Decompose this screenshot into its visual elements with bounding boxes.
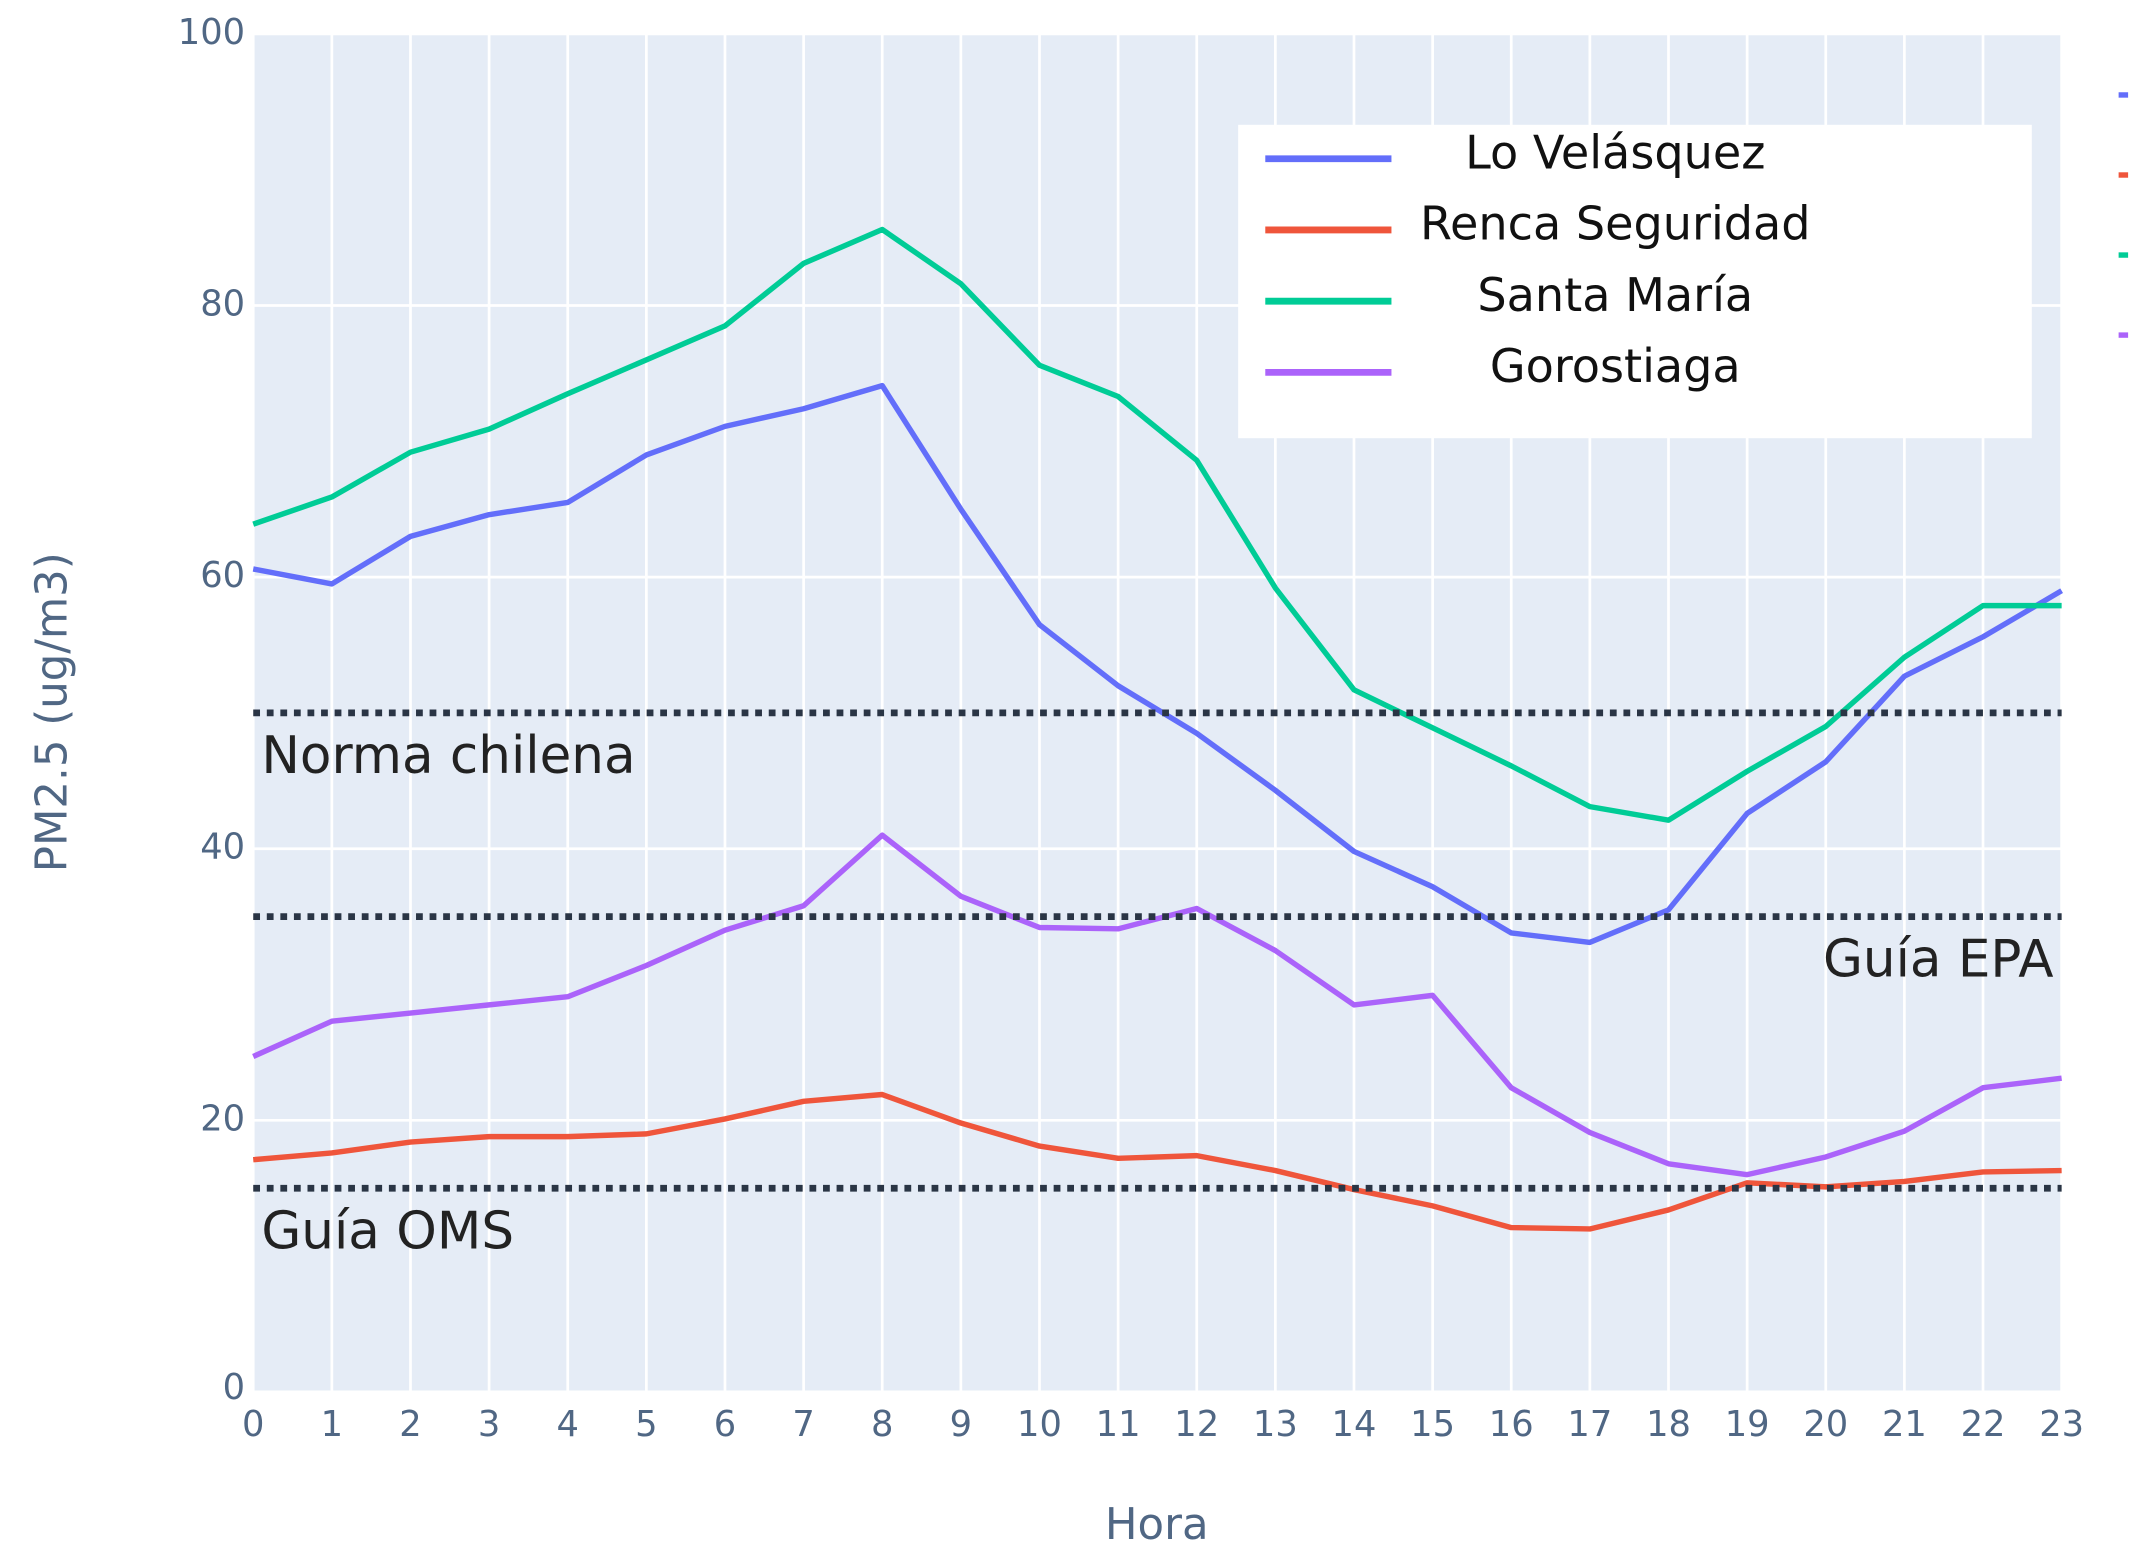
- x-tick-label: 1: [321, 1404, 343, 1445]
- reference-label: Guía EPA: [1823, 930, 2054, 990]
- series-line: [252, 832, 2062, 1178]
- x-tick-label: 7: [792, 1404, 814, 1445]
- reference-label: Guía OMS: [261, 1201, 514, 1261]
- series-line: [252, 1091, 2062, 1232]
- x-tick-label: 5: [635, 1404, 657, 1445]
- legend-label: Renca Seguridad: [1420, 197, 1811, 251]
- x-tick-label: 16: [1489, 1404, 1534, 1445]
- x-tick-label: 18: [1646, 1404, 1691, 1445]
- x-axis-title: Hora: [1105, 1500, 1209, 1550]
- legend-label: Santa María: [1477, 268, 1753, 322]
- x-tick-label: 19: [1725, 1404, 1770, 1445]
- y-axis-title: PM2.5 (ug/m3): [28, 552, 78, 872]
- legend-box: [1238, 124, 2032, 439]
- series-line: [252, 226, 2062, 823]
- x-tick-label: 8: [871, 1404, 893, 1445]
- y-tick-label: 40: [200, 827, 245, 868]
- y-tick-label: 60: [200, 555, 245, 596]
- y-tick-label: 80: [200, 284, 245, 325]
- x-tick-label: 15: [1410, 1404, 1455, 1445]
- reference-label: Norma chilena: [261, 726, 635, 786]
- x-tick-label: 3: [478, 1404, 500, 1445]
- x-tick-label: 23: [2039, 1404, 2084, 1445]
- legend-label: Gorostiaga: [1490, 339, 1741, 393]
- x-tick-label: 17: [1567, 1404, 1612, 1445]
- x-tick-label: 10: [1017, 1404, 1062, 1445]
- x-tick-label: 13: [1253, 1404, 1298, 1445]
- series-line: [252, 382, 2064, 946]
- y-tick-label: 0: [223, 1367, 245, 1408]
- legend-label: Lo Velásquez: [1465, 126, 1765, 180]
- x-tick-label: 2: [399, 1404, 421, 1445]
- x-tick-label: 12: [1174, 1404, 1219, 1445]
- x-tick-label: 0: [242, 1404, 264, 1445]
- y-tick-label: 20: [200, 1098, 245, 1139]
- x-tick-label: 14: [1332, 1404, 1377, 1445]
- x-tick-label: 6: [714, 1404, 736, 1445]
- x-tick-label: 4: [557, 1404, 579, 1445]
- x-tick-label: 11: [1096, 1404, 1141, 1445]
- x-tick-label: 20: [1803, 1404, 1848, 1445]
- x-tick-label: 22: [1961, 1404, 2006, 1445]
- x-tick-label: 21: [1882, 1404, 1927, 1445]
- x-tick-label: 9: [950, 1404, 972, 1445]
- y-tick-label: 100: [178, 12, 245, 53]
